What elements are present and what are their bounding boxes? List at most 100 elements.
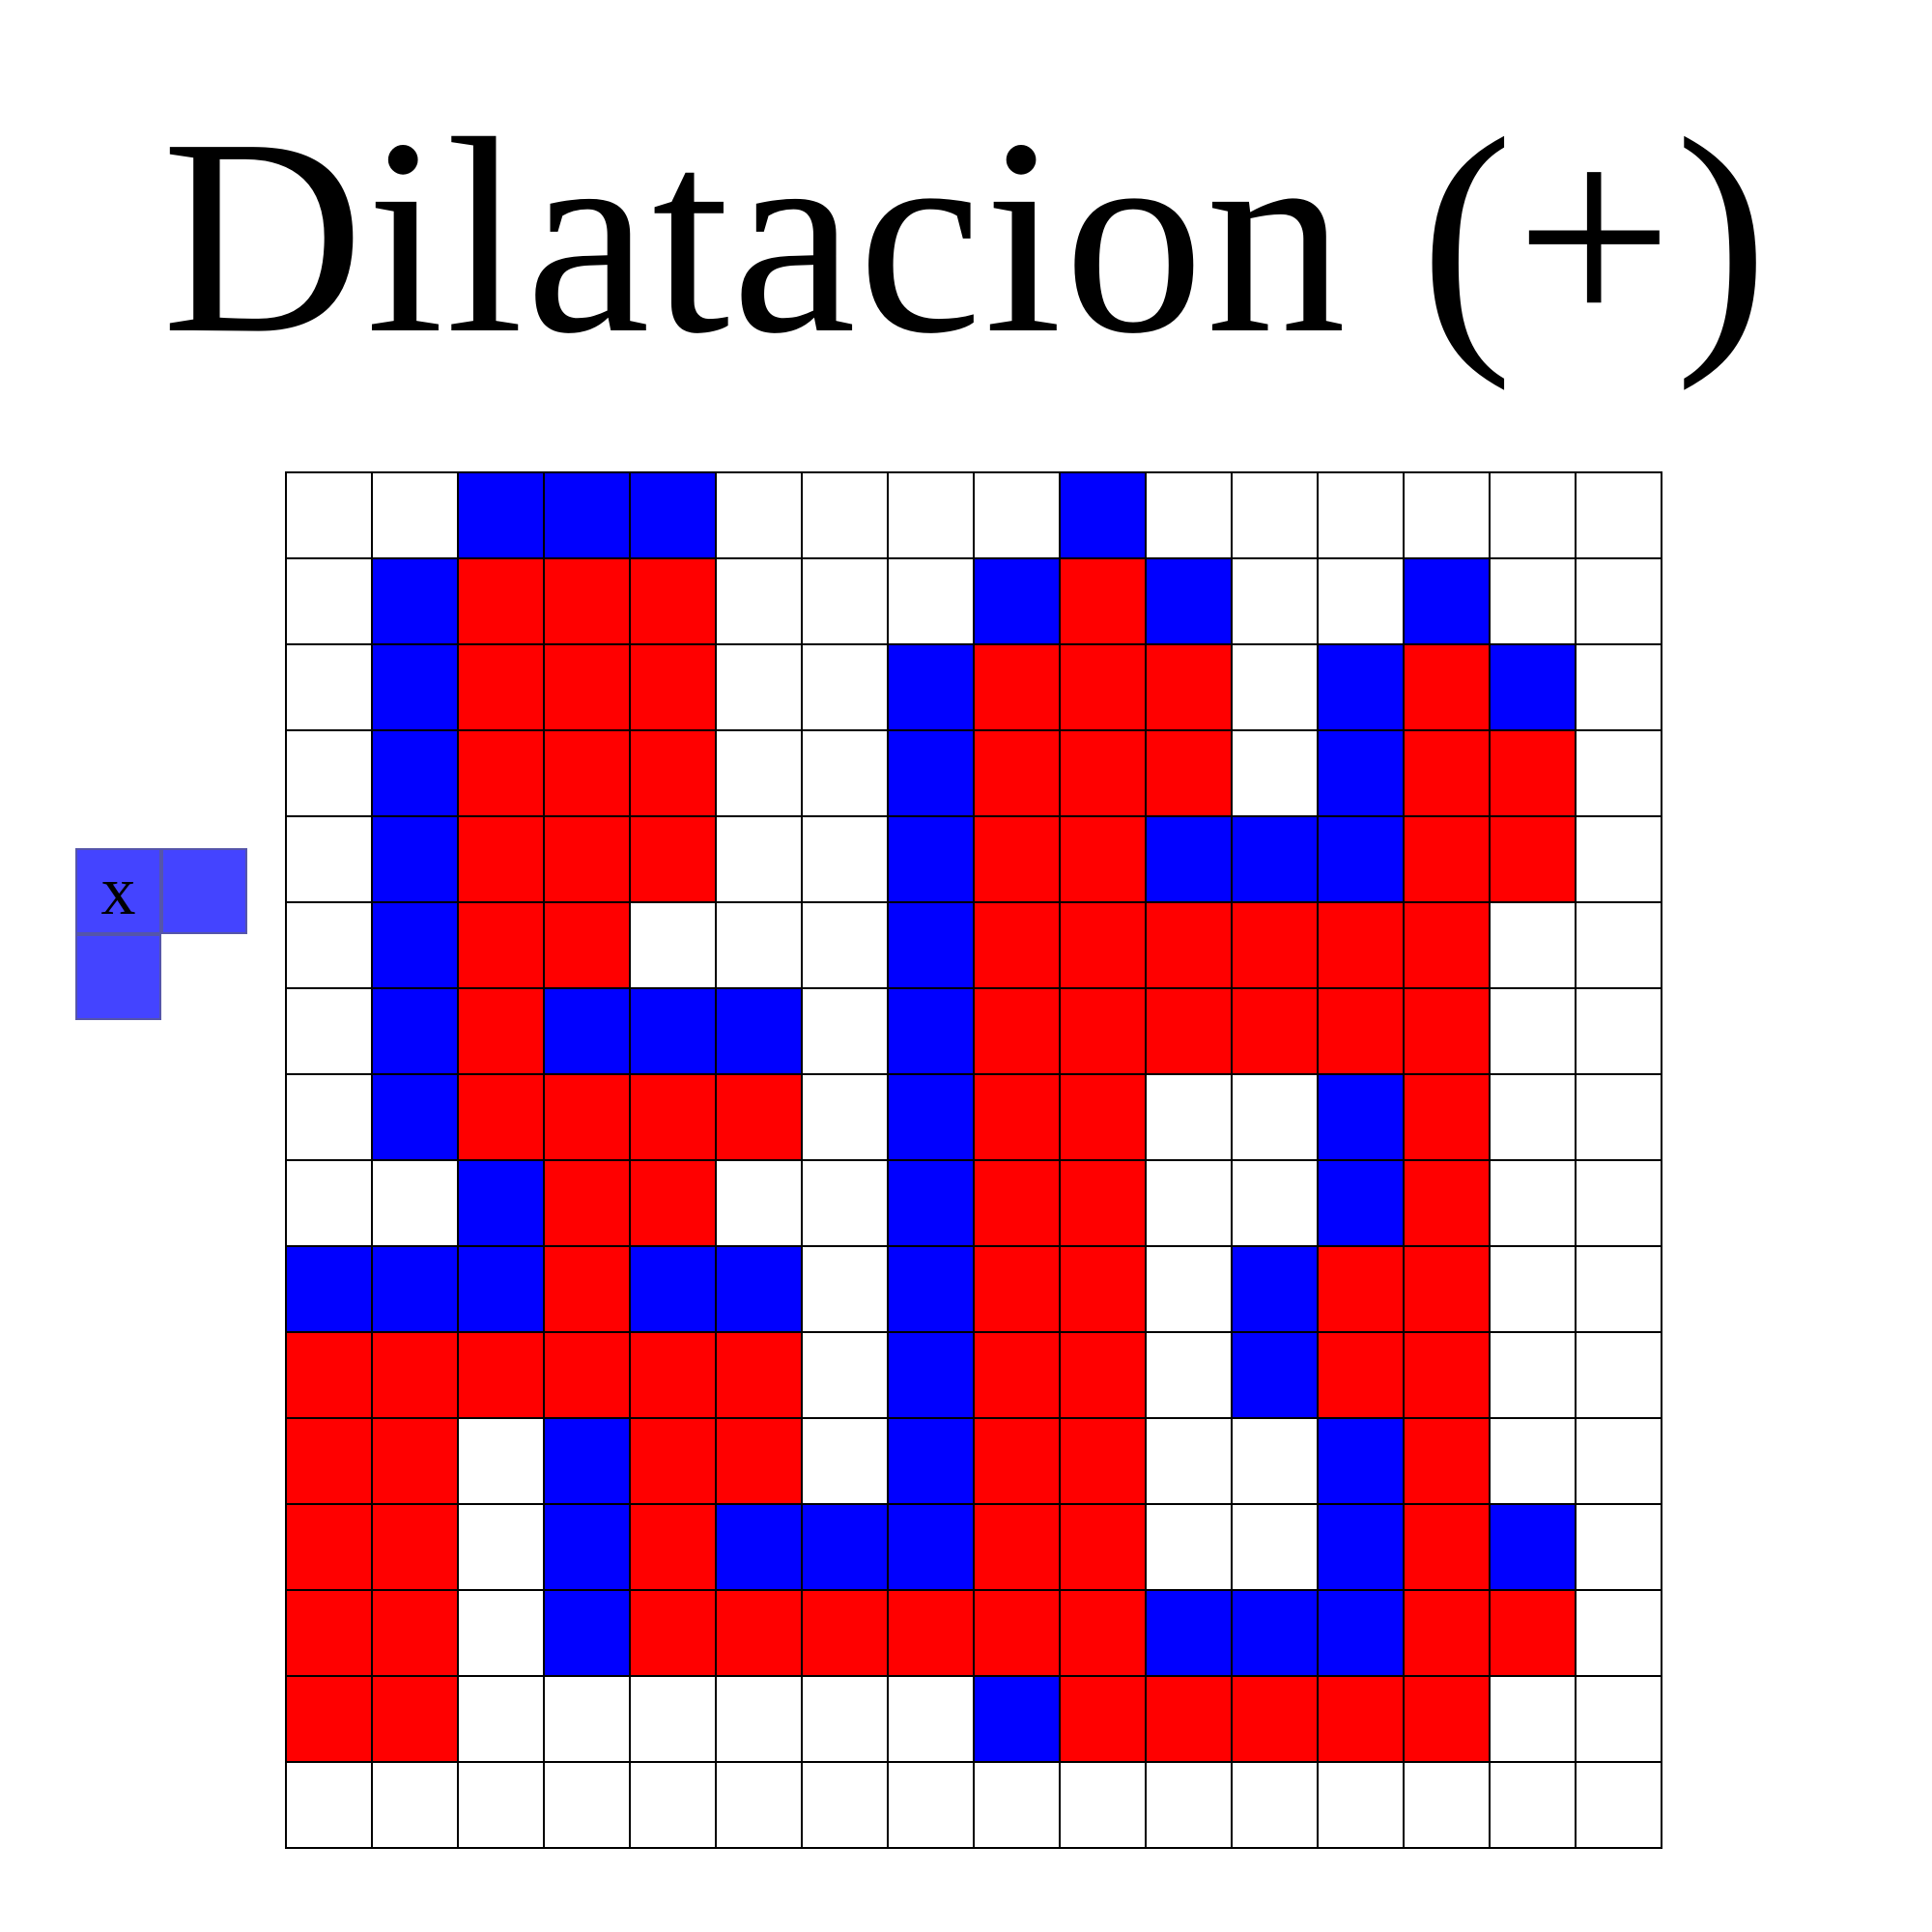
grid-cell-red [1405,1591,1491,1677]
grid-cell-blue [889,1419,975,1505]
grid-cell-blue [889,731,975,817]
grid-cell-blue [1147,559,1233,645]
grid-cell-blue [889,645,975,731]
grid-cell-red [459,1075,545,1161]
grid-cell-red [545,817,631,903]
grid-cell-white [545,1677,631,1763]
grid-cell-red [1233,989,1319,1075]
grid-cell-white [459,1763,545,1849]
structuring-element-origin-cell: x [75,848,161,934]
grid-cell-red [1319,1247,1405,1333]
grid-cell-red [631,645,717,731]
grid-cell-blue [287,1247,373,1333]
grid-cell-red [975,1247,1061,1333]
grid-cell-red [459,989,545,1075]
grid-cell-white [717,559,803,645]
grid-cell-blue [889,1161,975,1247]
grid-cell-blue [1319,1505,1405,1591]
grid-cell-red [1405,1161,1491,1247]
grid-cell-red [373,1677,459,1763]
grid-cell-white [1577,903,1662,989]
grid-cell-red [373,1419,459,1505]
grid-cell-white [1147,1075,1233,1161]
grid-cell-red [975,1333,1061,1419]
grid-cell-blue [1061,473,1147,559]
pixel-grid [285,471,1662,1849]
grid-cell-red [1147,989,1233,1075]
grid-cell-white [717,645,803,731]
grid-cell-white [1147,1419,1233,1505]
grid-cell-white [803,1075,889,1161]
grid-cell-red [1061,989,1147,1075]
grid-cell-white [1491,1161,1577,1247]
grid-cell-red [287,1591,373,1677]
grid-cell-white [1577,1075,1662,1161]
grid-cell-blue [889,903,975,989]
grid-cell-red [1233,1677,1319,1763]
grid-cell-white [717,1161,803,1247]
grid-cell-red [717,1419,803,1505]
grid-cell-blue [459,1247,545,1333]
grid-cell-red [1405,1333,1491,1419]
grid-cell-blue [373,1075,459,1161]
grid-cell-white [1405,473,1491,559]
grid-cell-red [1405,817,1491,903]
grid-cell-blue [373,903,459,989]
grid-cell-red [1405,1075,1491,1161]
grid-cell-red [545,903,631,989]
grid-cell-red [1061,1161,1147,1247]
grid-cell-white [459,1677,545,1763]
grid-cell-red [287,1333,373,1419]
grid-cell-white [1577,1419,1662,1505]
grid-cell-blue [1147,1591,1233,1677]
grid-cell-white [889,559,975,645]
grid-cell-white [1577,1677,1662,1763]
grid-cell-white [1233,473,1319,559]
grid-cell-red [545,559,631,645]
grid-cell-white [1491,1419,1577,1505]
grid-cell-red [1147,1677,1233,1763]
grid-cell-white [1147,1505,1233,1591]
grid-cell-red [1405,1677,1491,1763]
grid-cell-red [631,817,717,903]
grid-cell-blue [373,989,459,1075]
grid-cell-blue [373,1247,459,1333]
grid-cell-red [631,1161,717,1247]
grid-cell-white [803,559,889,645]
grid-cell-red [1491,731,1577,817]
grid-cell-red [287,1505,373,1591]
grid-cell-blue [373,645,459,731]
grid-cell-white [631,1677,717,1763]
grid-cell-blue [1233,1247,1319,1333]
grid-cell-white [287,989,373,1075]
grid-cell-blue [889,1505,975,1591]
grid-cell-red [459,903,545,989]
grid-cell-white [717,903,803,989]
grid-cell-blue [1319,731,1405,817]
grid-cell-white [1233,1763,1319,1849]
grid-cell-blue [717,989,803,1075]
grid-cell-white [717,1763,803,1849]
grid-cell-white [1319,1763,1405,1849]
grid-cell-white [1147,1161,1233,1247]
grid-cell-red [631,559,717,645]
grid-cell-white [803,1247,889,1333]
grid-cell-red [545,731,631,817]
grid-cell-white [287,903,373,989]
grid-cell-red [803,1591,889,1677]
grid-cell-blue [373,559,459,645]
grid-cell-red [1147,645,1233,731]
grid-cell-red [459,817,545,903]
grid-cell-white [1577,989,1662,1075]
grid-cell-red [717,1075,803,1161]
grid-cell-white [803,731,889,817]
grid-cell-white [803,1419,889,1505]
grid-cell-white [1147,1763,1233,1849]
grid-cell-red [1147,903,1233,989]
grid-cell-blue [803,1505,889,1591]
grid-cell-red [1319,1333,1405,1419]
grid-cell-blue [1233,817,1319,903]
grid-cell-blue [373,817,459,903]
grid-cell-red [1491,817,1577,903]
grid-cell-blue [717,1505,803,1591]
